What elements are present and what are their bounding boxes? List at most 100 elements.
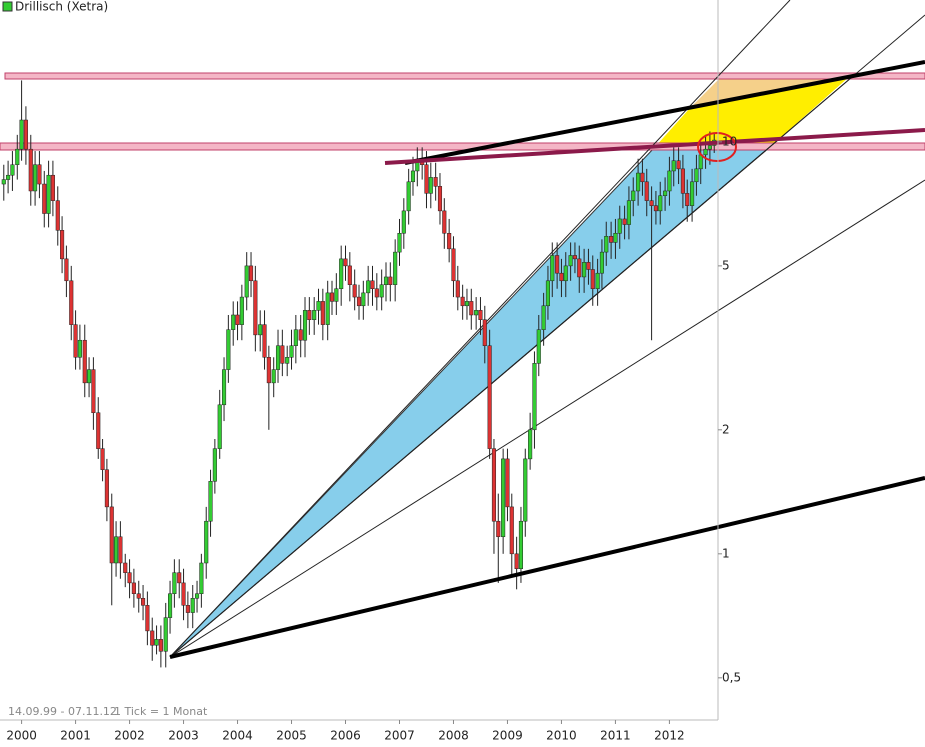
candle-body <box>280 345 285 364</box>
candle-body <box>482 319 487 346</box>
support-line <box>169 476 925 659</box>
candle-body <box>514 553 519 569</box>
candle-body <box>343 258 348 267</box>
candle-body <box>320 301 325 325</box>
candle-body <box>536 329 541 364</box>
x-tick-label: 2005 <box>276 729 307 743</box>
candle-body <box>366 280 371 294</box>
x-tick-label: 2000 <box>6 729 37 743</box>
candle-body <box>374 288 379 298</box>
legend-label: Drillisch (Xetra) <box>15 0 108 14</box>
candle-body <box>631 190 636 201</box>
candle-body <box>424 164 429 194</box>
candle-body <box>316 301 321 311</box>
candle-body <box>312 310 317 320</box>
candle-body <box>23 119 28 150</box>
candle-body <box>501 458 506 538</box>
candle-body <box>104 469 109 508</box>
candle-body <box>266 357 271 384</box>
y-tick-label: 5 <box>722 258 730 272</box>
x-tick-label: 2001 <box>60 729 91 743</box>
candle-body <box>163 617 168 652</box>
y-tick-label: 0,5 <box>722 670 741 684</box>
candle-body <box>204 520 209 564</box>
x-tick-label: 2003 <box>168 729 199 743</box>
candle-body <box>595 272 600 290</box>
x-tick-label: 2008 <box>438 729 469 743</box>
candle-body <box>703 148 708 156</box>
candle-body <box>123 562 128 573</box>
y-tick-label: 1 <box>722 546 730 560</box>
x-tick-label: 2010 <box>546 729 577 743</box>
candle-body <box>199 562 204 594</box>
candle-body <box>550 255 555 282</box>
candle-body <box>87 369 92 384</box>
candle-body <box>563 265 568 282</box>
candle-body <box>622 218 627 225</box>
resistance-band <box>0 142 925 151</box>
candle-body <box>289 345 294 358</box>
candle-body <box>339 258 344 290</box>
candle-body <box>555 255 560 274</box>
candle-body <box>451 248 456 282</box>
candle-body <box>523 458 528 522</box>
x-tick-label: 2011 <box>600 729 631 743</box>
candle-body <box>532 363 537 431</box>
candle-body <box>91 369 96 414</box>
analysis-drawings <box>0 0 925 658</box>
candle-body <box>676 160 681 170</box>
candle-body <box>663 190 668 196</box>
candle-body <box>293 329 298 346</box>
candle-body <box>397 233 402 253</box>
candle-body <box>528 429 533 460</box>
period-note: 14.09.99 - 07.11.12 <box>8 705 117 718</box>
candle-body <box>653 205 658 212</box>
candle-body <box>221 369 227 406</box>
candle-body <box>509 506 514 555</box>
candle-body <box>15 148 20 165</box>
candle-body <box>239 296 244 325</box>
candle-body <box>154 639 159 646</box>
candle-body <box>37 164 42 185</box>
candle-body <box>406 181 411 212</box>
candle-body <box>329 292 335 302</box>
candle-body <box>181 582 186 606</box>
x-tick-label: 2012 <box>654 729 685 743</box>
candle-body <box>208 481 213 522</box>
candle-body <box>577 258 582 278</box>
candle-body <box>258 324 263 336</box>
candle-body <box>302 310 308 341</box>
candle-body <box>190 598 195 613</box>
candle-body <box>541 305 546 330</box>
candle-body <box>478 310 483 320</box>
candle-body <box>28 148 33 192</box>
candle-body <box>694 168 699 183</box>
candle-body <box>325 292 330 325</box>
candle-body <box>469 301 474 316</box>
candle-body <box>114 536 119 564</box>
candle-body <box>518 520 524 569</box>
candle-body <box>352 284 357 298</box>
x-tick-label: 2006 <box>330 729 361 743</box>
y-tick-label: 10 <box>722 134 737 148</box>
x-tick-label: 2002 <box>114 729 145 743</box>
candle-body <box>33 164 38 192</box>
y-tick-label: 2 <box>722 422 730 436</box>
x-tick-label: 2007 <box>384 729 415 743</box>
candle-body <box>334 288 339 302</box>
candle-body <box>42 183 47 214</box>
candle-body <box>388 276 393 285</box>
trend-lines <box>169 60 925 659</box>
candle-body <box>109 506 114 564</box>
candle-body <box>613 233 618 243</box>
candle-body <box>649 200 654 206</box>
candle-body <box>46 174 51 214</box>
candle-body <box>474 310 479 316</box>
highlight-circle <box>697 132 737 162</box>
candle-body <box>698 154 703 170</box>
candle-body <box>131 582 136 594</box>
candle-body <box>253 280 258 336</box>
candle-body <box>235 314 240 325</box>
candle-body <box>244 265 249 298</box>
